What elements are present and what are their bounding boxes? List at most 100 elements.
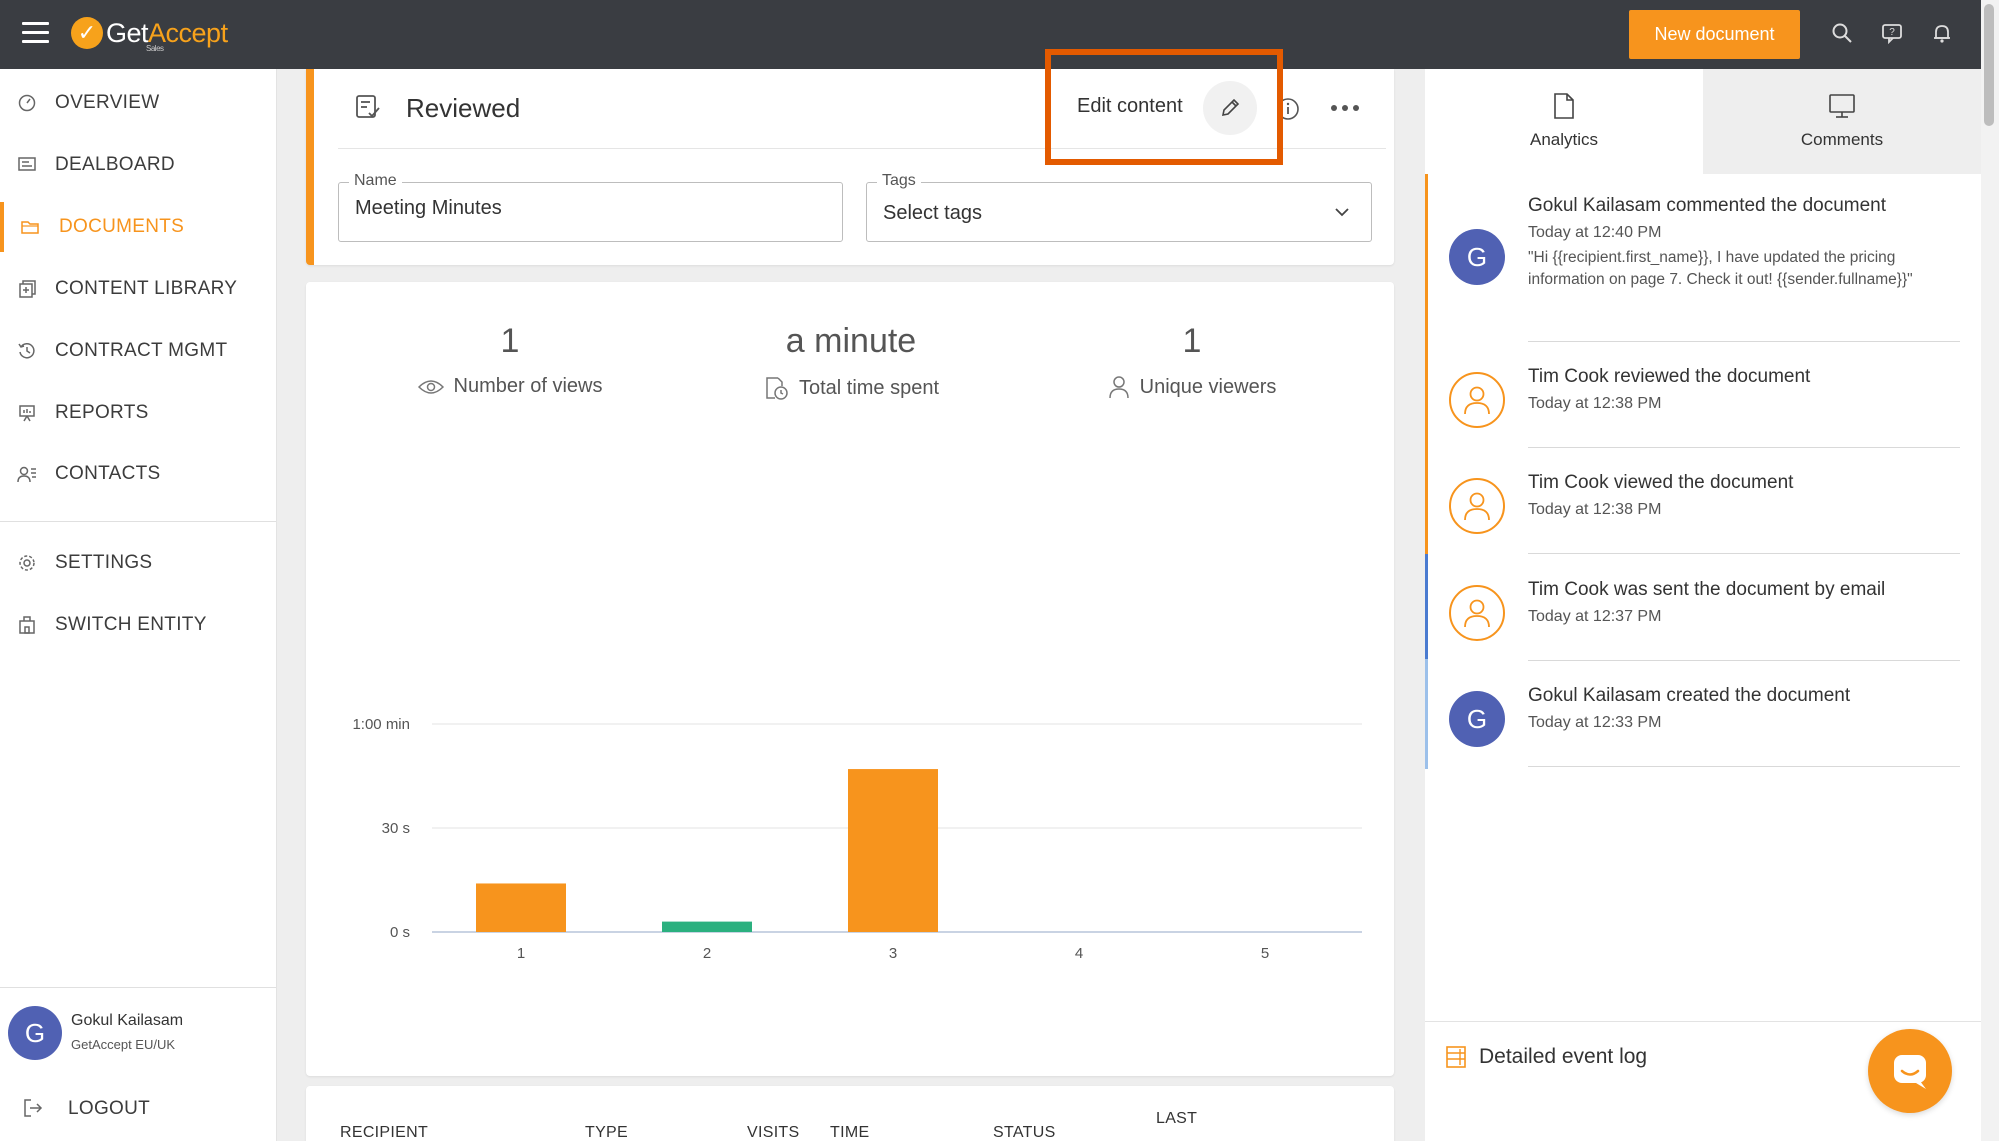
user-icon xyxy=(1464,386,1490,415)
column-header-visits[interactable]: VISITS xyxy=(747,1124,800,1141)
name-field[interactable]: Name xyxy=(338,172,843,242)
scrollbar-thumb[interactable] xyxy=(1984,4,1994,126)
detailed-event-log-link[interactable]: Detailed event log xyxy=(1445,1045,1647,1069)
column-header-recipient[interactable]: RECIPIENT xyxy=(340,1124,429,1141)
event-divider xyxy=(1528,341,1960,342)
tags-select[interactable]: Tags Select tags xyxy=(866,172,1372,242)
highlight-annotation-box xyxy=(1045,49,1283,165)
chart-bar[interactable] xyxy=(848,769,938,932)
time-label: Total time spent xyxy=(798,376,940,399)
tab-analytics[interactable]: Analytics xyxy=(1425,69,1703,174)
eye-icon xyxy=(417,379,444,394)
logout-label: LOGOUT xyxy=(68,1098,151,1119)
svg-text:?: ? xyxy=(1889,27,1895,38)
more-options-icon[interactable] xyxy=(1330,101,1360,115)
user-icon xyxy=(1464,492,1490,521)
user-org: GetAccept EU/UK xyxy=(71,1037,176,1052)
dealboard-icon xyxy=(18,157,36,171)
reviewed-document-icon xyxy=(356,95,380,118)
chart-bar[interactable] xyxy=(476,883,566,932)
sidebar-item-content-library[interactable]: CONTENT LIBRARY xyxy=(0,264,276,314)
sidebar-item-contract-mgmt[interactable]: CONTRACT MGMT xyxy=(0,326,276,376)
avatar xyxy=(1449,478,1505,534)
views-value: 1 xyxy=(500,322,520,360)
user-name: Gokul Kailasam xyxy=(71,1012,184,1029)
history-icon xyxy=(18,343,35,359)
sidebar-item-reports[interactable]: REPORTS xyxy=(0,388,276,438)
avatar: G xyxy=(8,1006,62,1060)
time-value: a minute xyxy=(785,322,917,360)
menu-icon[interactable] xyxy=(22,22,49,46)
active-indicator xyxy=(0,202,4,252)
event-time: Today at 12:38 PM xyxy=(1528,501,1662,518)
x-tick-label: 5 xyxy=(1261,945,1269,962)
logo-text: GetAccept Sales xyxy=(106,17,228,53)
y-tick-label: 1:00 min xyxy=(352,716,410,733)
logout-icon xyxy=(24,1099,43,1117)
document-icon xyxy=(1554,93,1574,119)
user-icon xyxy=(1108,376,1129,399)
sidebar-divider xyxy=(0,521,276,522)
column-header-time[interactable]: TIME xyxy=(830,1124,870,1141)
tab-comments[interactable]: Comments xyxy=(1703,69,1981,174)
tags-field-label: Tags xyxy=(877,172,921,190)
sidebar-item-label: SWITCH ENTITY xyxy=(55,614,207,635)
time-label-row: Total time spent xyxy=(691,375,1011,401)
top-bar: ✓ GetAccept Sales New document ? xyxy=(0,0,1981,69)
sidebar: OVERVIEW DEALBOARD DOCUMENTS CONTENT LIB… xyxy=(0,69,277,1141)
entity-icon xyxy=(19,616,35,634)
user-icon xyxy=(1464,599,1490,628)
sidebar-item-documents[interactable]: DOCUMENTS xyxy=(0,202,276,252)
event-log-label: Detailed event log xyxy=(1479,1045,1648,1068)
event-time: Today at 12:33 PM xyxy=(1528,714,1662,731)
sidebar-item-label: OVERVIEW xyxy=(55,92,160,113)
chat-support-button[interactable] xyxy=(1868,1029,1952,1113)
views-label: Number of views xyxy=(453,375,603,397)
sidebar-item-switch-entity[interactable]: SWITCH ENTITY xyxy=(0,600,276,650)
stat-time: a minute Total time spent xyxy=(691,322,1011,401)
gear-icon xyxy=(19,555,35,571)
avatar: G xyxy=(1449,229,1505,285)
library-icon xyxy=(19,280,36,298)
document-status-title: Reviewed xyxy=(406,93,521,123)
logo[interactable]: ✓ GetAccept Sales xyxy=(71,17,228,53)
user-profile[interactable]: G Gokul Kailasam GetAccept EU/UK xyxy=(8,1006,268,1066)
search-icon[interactable] xyxy=(1831,22,1853,44)
bell-icon[interactable] xyxy=(1931,22,1953,44)
edit-content-button[interactable] xyxy=(1203,81,1257,135)
help-icon[interactable]: ? xyxy=(1881,22,1903,44)
column-header-last[interactable]: LAST xyxy=(1156,1110,1198,1127)
chart-bar[interactable] xyxy=(662,921,752,932)
avatar: G xyxy=(1449,691,1505,747)
sidebar-item-settings[interactable]: SETTINGS xyxy=(0,538,276,588)
x-tick-label: 1 xyxy=(517,945,525,962)
gauge-icon xyxy=(18,94,36,112)
activity-panel: Analytics Comments G Gokul Kailasam comm… xyxy=(1425,69,1981,1141)
logout-button[interactable]: LOGOUT xyxy=(0,1083,276,1133)
panel-tabs: Analytics Comments xyxy=(1425,69,1981,174)
viewers-value: 1 xyxy=(1182,322,1202,360)
new-document-button[interactable]: New document xyxy=(1629,10,1800,59)
document-clock-icon xyxy=(766,377,788,400)
edit-content-label[interactable]: Edit content xyxy=(1077,95,1183,117)
timeline-line xyxy=(1425,174,1428,554)
event-time: Today at 12:38 PM xyxy=(1528,395,1662,412)
viewers-label: Unique viewers xyxy=(1139,375,1277,398)
sidebar-item-contacts[interactable]: CONTACTS xyxy=(0,449,276,499)
viewers-label-row: Unique viewers xyxy=(1032,375,1352,399)
event-title: Gokul Kailasam commented the document xyxy=(1528,195,1887,216)
sidebar-item-overview[interactable]: OVERVIEW xyxy=(0,78,276,128)
sidebar-item-label: DOCUMENTS xyxy=(59,216,185,237)
pencil-icon xyxy=(1221,98,1240,117)
name-input[interactable] xyxy=(355,197,825,220)
tab-label: Analytics xyxy=(1529,130,1599,149)
event-log-icon xyxy=(1446,1046,1466,1068)
chevron-down-icon[interactable] xyxy=(1333,203,1351,221)
monitor-icon xyxy=(1829,94,1855,118)
column-header-status[interactable]: STATUS xyxy=(993,1124,1056,1141)
tags-placeholder: Select tags xyxy=(883,202,982,224)
sidebar-item-dealboard[interactable]: DEALBOARD xyxy=(0,140,276,190)
event-divider xyxy=(1528,660,1960,661)
page-scrollbar[interactable] xyxy=(1981,0,1999,1141)
column-header-type[interactable]: TYPE xyxy=(585,1124,628,1141)
